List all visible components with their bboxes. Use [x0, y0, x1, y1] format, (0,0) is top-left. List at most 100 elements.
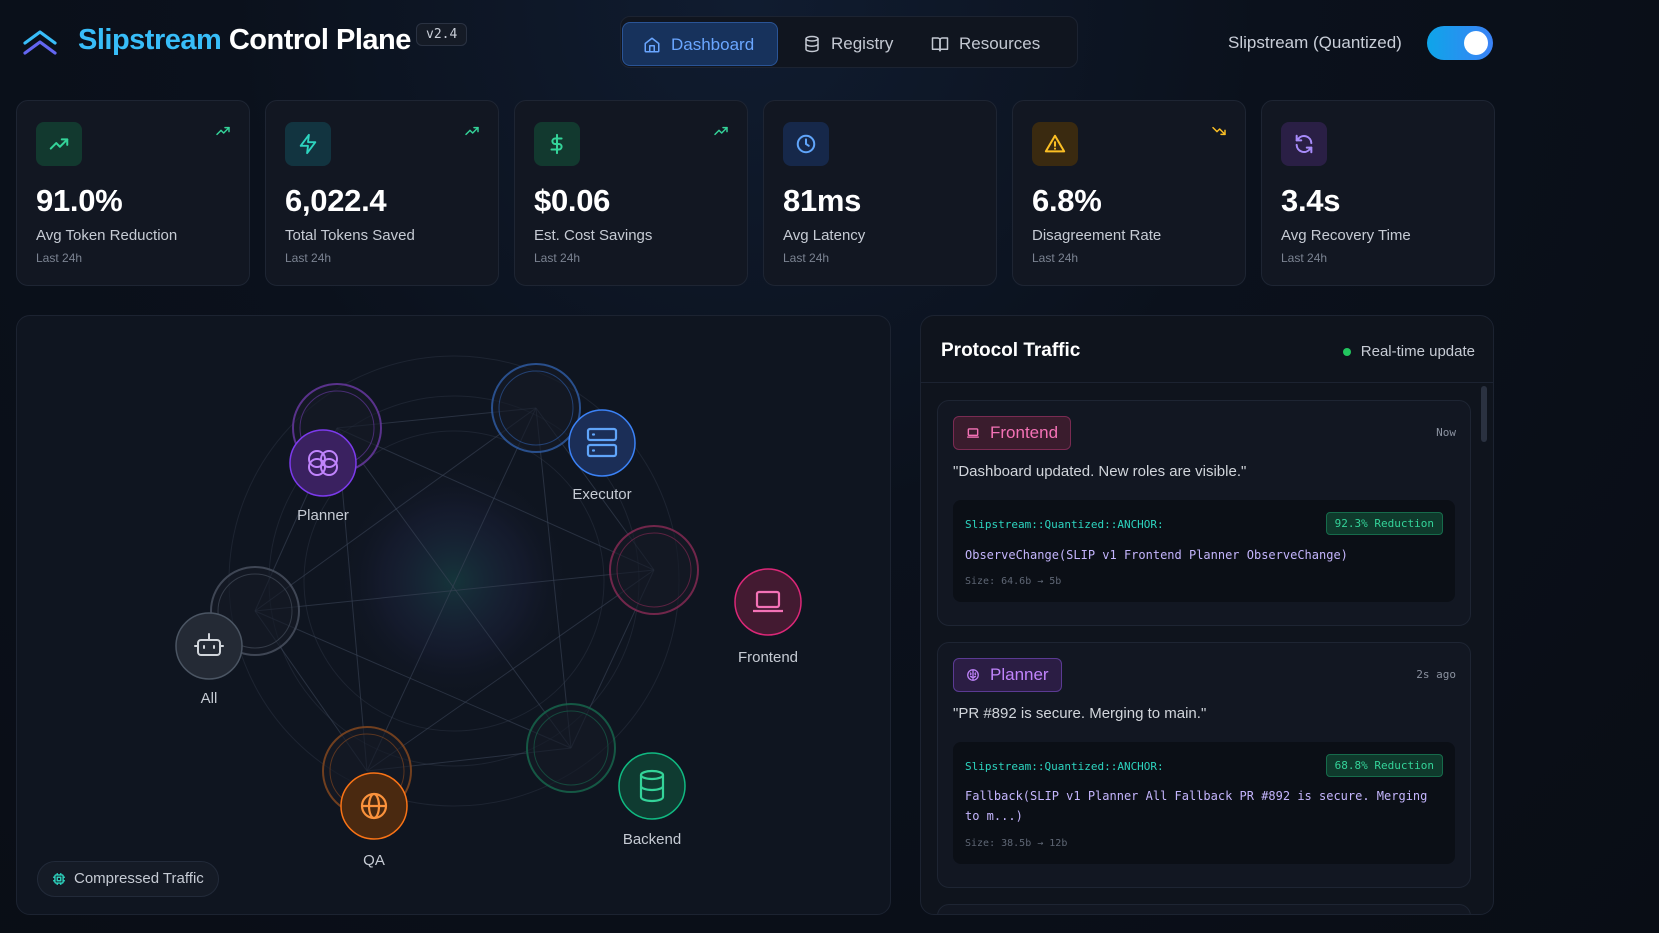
- node-frontend[interactable]: [734, 568, 802, 636]
- anchor-label: Slipstream::Quantized::ANCHOR:: [965, 760, 1164, 773]
- stat-icon-box: [1032, 122, 1078, 166]
- trend-up-icon: [465, 126, 479, 136]
- stat-label: Avg Recovery Time: [1281, 227, 1411, 244]
- stat-card-recovery-time: 3.4s Avg Recovery Time Last 24h: [1261, 100, 1495, 286]
- stat-card-token-reduction: 91.0% Avg Token Reduction Last 24h: [16, 100, 250, 286]
- brain-icon: [308, 450, 338, 476]
- stat-icon-box: [1281, 122, 1327, 166]
- legend-label: Compressed Traffic: [74, 870, 204, 887]
- laptop-icon: [967, 428, 979, 438]
- encoded-payload: Slipstream::Quantized::ANCHOR: 68.8% Red…: [953, 742, 1455, 864]
- live-indicator-dot: [1342, 348, 1351, 356]
- node-label-planner: Planner: [297, 507, 349, 524]
- panel-divider: [921, 382, 1493, 383]
- tab-dashboard-label: Dashboard: [671, 35, 755, 54]
- stat-period: Last 24h: [534, 251, 581, 265]
- traffic-title: Protocol Traffic: [941, 340, 1081, 361]
- encoded-call-line-2: to m...): [965, 809, 1023, 823]
- stat-icon-box: [534, 122, 580, 166]
- stat-label: Est. Cost Savings: [534, 227, 653, 244]
- node-all[interactable]: [175, 612, 243, 680]
- globe-icon: [360, 792, 388, 820]
- home-icon: [644, 37, 660, 53]
- message-time: Now: [1436, 426, 1456, 439]
- payload-size: Size: 38.5b → 12b: [965, 838, 1068, 849]
- node-planner[interactable]: [289, 429, 357, 497]
- trend-up-icon: [216, 126, 230, 136]
- database-icon: [805, 35, 819, 53]
- bot-icon: [194, 633, 224, 656]
- warning-icon: [1044, 134, 1066, 153]
- compressed-traffic-legend: Compressed Traffic: [37, 861, 219, 897]
- toggle-knob: [1464, 31, 1488, 55]
- trend-down-icon: [1212, 126, 1226, 136]
- stat-value: 6.8%: [1032, 183, 1102, 218]
- stat-period: Last 24h: [1281, 251, 1328, 265]
- clock-icon: [796, 134, 816, 154]
- protocol-traffic-panel: Protocol Traffic Real-time update Fronte…: [920, 315, 1494, 915]
- node-label-frontend: Frontend: [737, 649, 799, 666]
- cpu-icon: [53, 873, 65, 885]
- stat-value: 81ms: [783, 183, 862, 218]
- stat-value: $0.06: [534, 183, 611, 218]
- center-glow: [334, 461, 574, 701]
- stat-label: Avg Token Reduction: [36, 227, 178, 244]
- encoded-call: ObserveChange(SLIP v1 Frontend Planner O…: [965, 548, 1348, 562]
- stat-label: Avg Latency: [783, 227, 866, 244]
- agent-network-panel: Planner Executor Frontend Backend QA All…: [16, 315, 891, 915]
- agent-network-graph: [175, 355, 802, 840]
- stat-label: Total Tokens Saved: [285, 227, 415, 244]
- main-nav: Dashboard Registry Resources: [620, 16, 1078, 68]
- app-title-rest: Control Plane: [228, 24, 412, 56]
- reduction-badge: 92.3% Reduction: [1325, 512, 1443, 535]
- node-qa[interactable]: [340, 772, 408, 840]
- stat-value: 3.4s: [1281, 183, 1341, 218]
- mode-toggle[interactable]: [1427, 26, 1493, 60]
- node-label-executor: Executor: [572, 486, 632, 503]
- stat-card-disagreement: 6.8% Disagreement Rate Last 24h: [1012, 100, 1246, 286]
- encoded-call-line-1: Fallback(SLIP v1 Planner All Fallback PR…: [965, 789, 1428, 803]
- app-title: Slipstream Control Plane: [78, 24, 411, 57]
- trending-up-icon: [49, 138, 69, 150]
- traffic-message: Planner 2s ago "PR #892 is secure. Mergi…: [937, 642, 1471, 888]
- encoded-payload: Slipstream::Quantized::ANCHOR: 92.3% Red…: [953, 500, 1455, 602]
- tab-registry-label: Registry: [831, 34, 894, 53]
- traffic-message: Frontend Now "Dashboard updated. New rol…: [937, 400, 1471, 626]
- brain-icon: [967, 669, 979, 681]
- node-executor[interactable]: [568, 409, 636, 477]
- role-badge-frontend: Frontend: [953, 416, 1072, 450]
- message-time: 2s ago: [1416, 668, 1456, 681]
- scrollbar-thumb[interactable]: [1481, 386, 1487, 442]
- laptop-icon: [753, 590, 783, 613]
- database-icon: [639, 769, 665, 803]
- role-label: Frontend: [990, 423, 1059, 442]
- stat-icon-box: [285, 122, 331, 166]
- dollar-icon: [550, 133, 563, 155]
- node-label-all: All: [200, 690, 218, 707]
- realtime-status: Real-time update: [1342, 343, 1475, 360]
- tab-registry[interactable]: Registry: [793, 22, 913, 66]
- tab-dashboard[interactable]: Dashboard: [622, 22, 778, 66]
- stat-period: Last 24h: [285, 251, 332, 265]
- app-title-accent: Slipstream: [78, 24, 222, 56]
- stat-card-cost-savings: $0.06 Est. Cost Savings Last 24h: [514, 100, 748, 286]
- stat-card-tokens-saved: 6,022.4 Total Tokens Saved Last 24h: [265, 100, 499, 286]
- stat-label: Disagreement Rate: [1032, 227, 1162, 244]
- message-text: "Dashboard updated. New roles are visibl…: [953, 463, 1247, 480]
- stat-icon-box: [36, 122, 82, 166]
- trend-up-icon: [714, 126, 728, 136]
- zap-icon: [299, 133, 317, 155]
- message-text: "PR #892 is secure. Merging to main.": [953, 705, 1207, 722]
- server-icon: [586, 427, 618, 458]
- node-backend[interactable]: [618, 752, 686, 820]
- role-badge-planner: Planner: [953, 658, 1062, 692]
- book-icon: [931, 37, 949, 52]
- mode-toggle-label: Slipstream (Quantized): [1228, 33, 1402, 52]
- refresh-icon: [1295, 134, 1313, 154]
- stat-value: 6,022.4: [285, 183, 387, 218]
- stat-period: Last 24h: [1032, 251, 1079, 265]
- stat-value: 91.0%: [36, 183, 123, 218]
- tab-resources[interactable]: Resources: [921, 22, 1071, 66]
- logo-icon: [23, 30, 57, 55]
- node-label-backend: Backend: [622, 831, 682, 848]
